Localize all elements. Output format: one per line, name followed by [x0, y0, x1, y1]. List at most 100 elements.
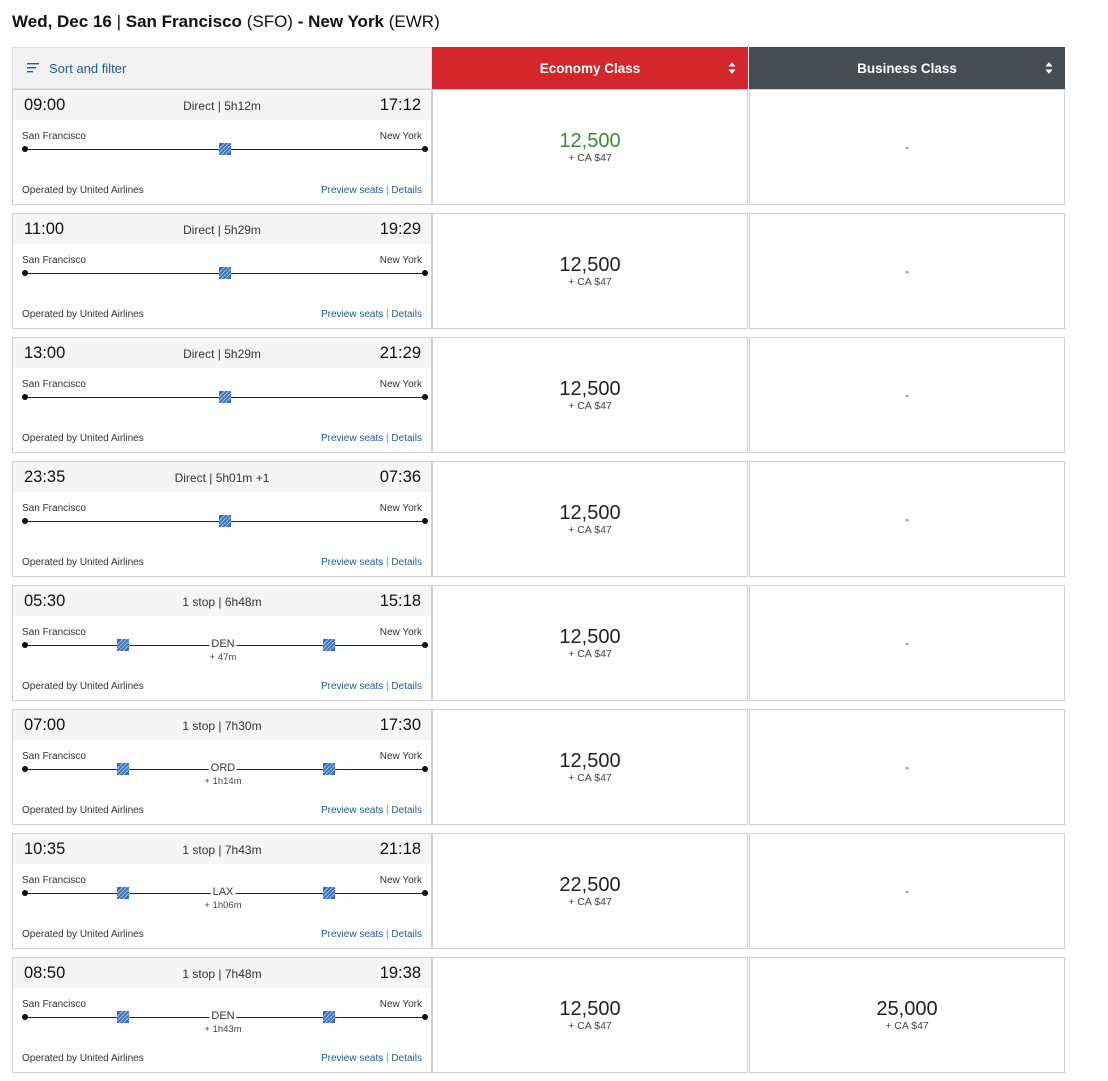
- layover-duration: + 1h06m: [204, 900, 242, 911]
- time-bar: [13, 462, 431, 492]
- preview-seats-link[interactable]: Preview seats: [321, 557, 384, 568]
- destination-city-label: New York: [379, 131, 422, 142]
- departure-time: 05:30: [24, 592, 66, 610]
- time-bar: [13, 586, 431, 616]
- economy-miles: 12,500: [559, 130, 621, 152]
- origin-dot: [22, 146, 28, 152]
- flight-duration: 1 stop | 7h48m: [182, 967, 262, 981]
- flight-links: Preview seats | Details: [321, 309, 422, 320]
- route-line: [22, 143, 428, 155]
- economy-miles: 12,500: [559, 254, 621, 276]
- preview-seats-link[interactable]: Preview seats: [321, 309, 384, 320]
- sort-arrows-icon: [728, 62, 736, 74]
- airline-logo-icon: [219, 515, 231, 527]
- flight-card: 11:00 Direct | 5h29m 19:29 San Francisco New…: [12, 213, 432, 329]
- flight-duration: Direct | 5h12m: [183, 99, 261, 113]
- preview-seats-link[interactable]: Preview seats: [321, 805, 384, 816]
- airline-logo-icon: [219, 267, 231, 279]
- business-class-label: Business Class: [857, 60, 957, 76]
- origin-dot: [22, 1014, 28, 1020]
- economy-fare-cell[interactable]: 22,500 + CA $47: [432, 833, 748, 949]
- airline-logo-icon: [117, 639, 129, 651]
- details-link[interactable]: Details: [391, 309, 422, 320]
- destination-dot: [422, 518, 428, 524]
- preview-seats-link[interactable]: Preview seats: [321, 929, 384, 940]
- flight-links: Preview seats | Details: [321, 929, 422, 940]
- time-bar: [13, 214, 431, 244]
- details-link[interactable]: Details: [391, 557, 422, 568]
- destination-dot: [422, 1014, 428, 1020]
- route-line: [22, 267, 428, 279]
- business-class-header[interactable]: Business Class: [749, 47, 1065, 89]
- airline-logo-icon: [117, 763, 129, 775]
- airline-logo-icon: [219, 391, 231, 403]
- route-line: LAX + 1h06m: [22, 886, 428, 911]
- economy-tax: + CA $47: [568, 772, 612, 784]
- arrival-time: 15:18: [379, 592, 421, 610]
- flight-links: Preview seats | Details: [321, 557, 422, 568]
- link-separator: |: [386, 1053, 389, 1064]
- sort-filter-button[interactable]: Sort and filter: [12, 47, 432, 89]
- details-link[interactable]: Details: [391, 433, 422, 444]
- economy-fare-cell[interactable]: 12,500 + CA $47: [432, 957, 748, 1073]
- time-bar: [13, 90, 431, 120]
- flight-date: Wed, Dec 16: [12, 12, 112, 31]
- title-separator: |: [116, 12, 121, 31]
- stop-airport: DEN: [209, 1010, 237, 1022]
- economy-tax: + CA $47: [568, 400, 612, 412]
- preview-seats-link[interactable]: Preview seats: [321, 433, 384, 444]
- departure-time: 08:50: [24, 964, 66, 982]
- economy-fare-cell[interactable]: 12,500 + CA $47: [432, 461, 748, 577]
- economy-tax: + CA $47: [568, 648, 612, 660]
- origin-city-label: San Francisco: [22, 255, 86, 266]
- link-separator: |: [386, 681, 389, 692]
- business-fare-cell[interactable]: 25,000 + CA $47: [749, 957, 1065, 1073]
- operated-by: Operated by United Airlines: [22, 1053, 144, 1064]
- preview-seats-link[interactable]: Preview seats: [321, 1053, 384, 1064]
- economy-miles: 12,500: [559, 378, 621, 400]
- operated-by: Operated by United Airlines: [22, 557, 144, 568]
- arrival-time: 19:29: [379, 220, 421, 238]
- business-tax: + CA $47: [885, 1020, 929, 1032]
- preview-seats-link[interactable]: Preview seats: [321, 681, 384, 692]
- economy-miles: 22,500: [559, 874, 621, 896]
- flight-links: Preview seats | Details: [321, 1053, 422, 1064]
- route-line: [22, 391, 428, 403]
- economy-fare-cell[interactable]: 12,500 + CA $47: [432, 337, 748, 453]
- economy-fare-cell[interactable]: 12,500 + CA $47: [432, 709, 748, 825]
- details-link[interactable]: Details: [391, 681, 422, 692]
- economy-tax: + CA $47: [568, 152, 612, 164]
- operated-by: Operated by United Airlines: [22, 185, 144, 196]
- business-fare-cell: -: [749, 337, 1065, 453]
- details-link[interactable]: Details: [391, 185, 422, 196]
- economy-fare-cell[interactable]: 12,500 + CA $47: [432, 213, 748, 329]
- economy-class-header[interactable]: Economy Class: [432, 47, 748, 89]
- economy-fare-cell[interactable]: 12,500 + CA $47: [432, 89, 748, 205]
- link-separator: |: [386, 805, 389, 816]
- details-link[interactable]: Details: [391, 805, 422, 816]
- operated-by: Operated by United Airlines: [22, 805, 144, 816]
- details-link[interactable]: Details: [391, 1053, 422, 1064]
- preview-seats-link[interactable]: Preview seats: [321, 185, 384, 196]
- route-title: Wed, Dec 16 | San Francisco (SFO) - New …: [12, 12, 440, 32]
- origin-dot: [22, 642, 28, 648]
- details-link[interactable]: Details: [391, 929, 422, 940]
- business-fare-cell: -: [749, 461, 1065, 577]
- business-unavailable: -: [905, 512, 909, 526]
- origin-dot: [22, 518, 28, 524]
- economy-class-label: Economy Class: [539, 60, 641, 76]
- economy-fare-cell[interactable]: 12,500 + CA $47: [432, 585, 748, 701]
- airline-logo-icon: [219, 143, 231, 155]
- time-bar: [13, 834, 431, 864]
- flight-card: 09:00 Direct | 5h12m 17:12 San Francisco New…: [12, 89, 432, 205]
- airline-logo-icon: [117, 887, 129, 899]
- origin-city-label: San Francisco: [22, 627, 86, 638]
- origin-city-label: San Francisco: [22, 751, 86, 762]
- time-bar: [13, 710, 431, 740]
- flight-row: 07:00 1 stop | 7h30m 17:30 San Francisco New…: [12, 709, 1065, 825]
- arrival-time: 21:29: [379, 344, 421, 362]
- business-unavailable: -: [905, 884, 909, 898]
- flight-duration: Direct | 5h01m +1: [174, 471, 270, 485]
- business-fare-cell: -: [749, 585, 1065, 701]
- business-unavailable: -: [905, 140, 909, 154]
